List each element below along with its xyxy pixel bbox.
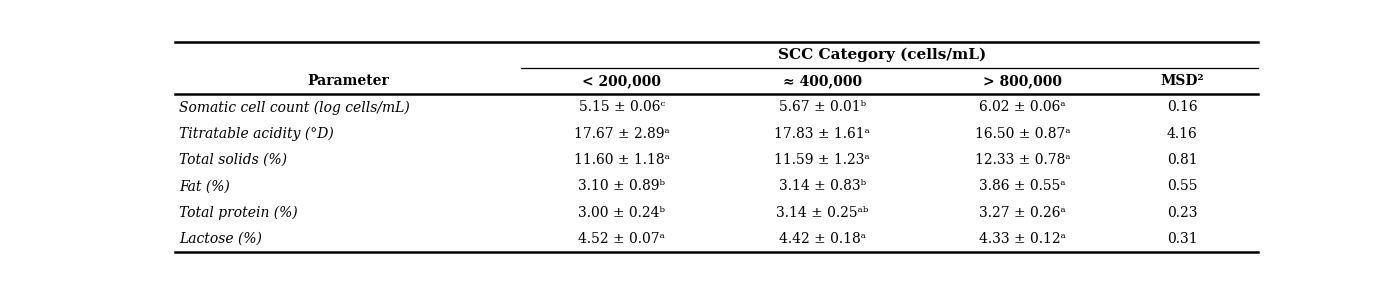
Text: 3.10 ± 0.89ᵇ: 3.10 ± 0.89ᵇ — [579, 180, 665, 194]
Text: MSD²: MSD² — [1160, 74, 1204, 88]
Text: 3.86 ± 0.55ᵃ: 3.86 ± 0.55ᵃ — [979, 180, 1065, 194]
Text: Total solids (%): Total solids (%) — [179, 153, 287, 167]
Text: Somatic cell count (log cells/mL): Somatic cell count (log cells/mL) — [179, 100, 410, 115]
Text: Fat (%): Fat (%) — [179, 180, 229, 194]
Text: 12.33 ± 0.78ᵃ: 12.33 ± 0.78ᵃ — [974, 153, 1071, 167]
Text: < 200,000: < 200,000 — [582, 74, 661, 88]
Text: 0.16: 0.16 — [1167, 100, 1198, 114]
Text: 17.83 ± 1.61ᵃ: 17.83 ± 1.61ᵃ — [774, 127, 870, 141]
Text: 5.67 ± 0.01ᵇ: 5.67 ± 0.01ᵇ — [779, 100, 865, 114]
Text: ≈ 400,000: ≈ 400,000 — [783, 74, 861, 88]
Text: 0.31: 0.31 — [1167, 232, 1198, 246]
Text: 3.00 ± 0.24ᵇ: 3.00 ± 0.24ᵇ — [579, 206, 665, 220]
Text: Total protein (%): Total protein (%) — [179, 205, 298, 220]
Text: 4.33 ± 0.12ᵃ: 4.33 ± 0.12ᵃ — [979, 232, 1067, 246]
Text: 4.16: 4.16 — [1167, 127, 1198, 141]
Text: 4.52 ± 0.07ᵃ: 4.52 ± 0.07ᵃ — [579, 232, 665, 246]
Text: SCC Category (cells/mL): SCC Category (cells/mL) — [777, 48, 986, 62]
Text: 3.14 ± 0.83ᵇ: 3.14 ± 0.83ᵇ — [779, 180, 865, 194]
Text: 4.42 ± 0.18ᵃ: 4.42 ± 0.18ᵃ — [779, 232, 865, 246]
Text: 16.50 ± 0.87ᵃ: 16.50 ± 0.87ᵃ — [974, 127, 1071, 141]
Text: 6.02 ± 0.06ᵃ: 6.02 ± 0.06ᵃ — [979, 100, 1065, 114]
Text: 3.14 ± 0.25ᵃᵇ: 3.14 ± 0.25ᵃᵇ — [776, 206, 868, 220]
Text: 0.55: 0.55 — [1167, 180, 1198, 194]
Text: Lactose (%): Lactose (%) — [179, 232, 261, 246]
Text: 0.81: 0.81 — [1167, 153, 1198, 167]
Text: 3.27 ± 0.26ᵃ: 3.27 ± 0.26ᵃ — [979, 206, 1065, 220]
Text: > 800,000: > 800,000 — [983, 74, 1062, 88]
Text: Parameter: Parameter — [308, 74, 389, 88]
Text: 11.60 ± 1.18ᵃ: 11.60 ± 1.18ᵃ — [573, 153, 670, 167]
Text: 0.23: 0.23 — [1167, 206, 1198, 220]
Text: 5.15 ± 0.06ᶜ: 5.15 ± 0.06ᶜ — [579, 100, 665, 114]
Text: 17.67 ± 2.89ᵃ: 17.67 ± 2.89ᵃ — [573, 127, 670, 141]
Text: 11.59 ± 1.23ᵃ: 11.59 ± 1.23ᵃ — [774, 153, 870, 167]
Text: Titratable acidity (°D): Titratable acidity (°D) — [179, 127, 334, 141]
